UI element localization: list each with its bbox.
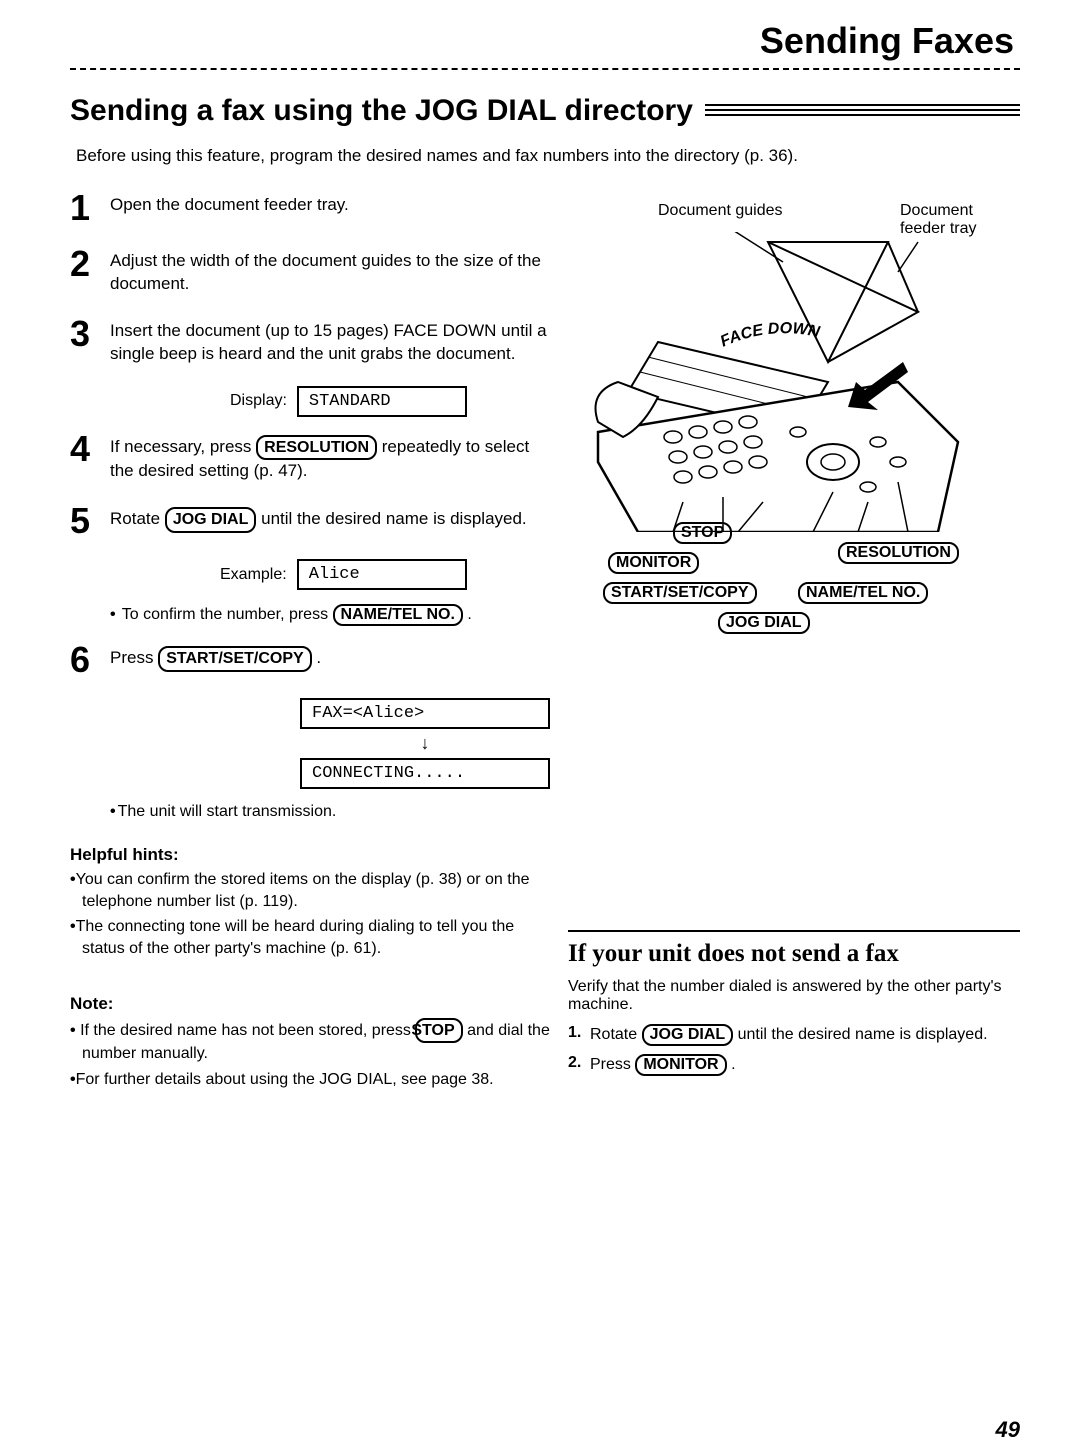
ifnot-divider	[568, 930, 1020, 932]
step-text-a: Press	[110, 648, 158, 667]
ifnot-num: 2.	[568, 1054, 590, 1076]
diagram-stop: STOP	[673, 522, 732, 544]
helpful-item: The connecting tone will be heard during…	[70, 916, 550, 959]
note-pre: If the desired name has not been stored,…	[80, 1022, 415, 1039]
fax-line2: CONNECTING.....	[300, 758, 550, 789]
step-num: 2	[70, 246, 110, 296]
step-text-b: until the desired name is displayed.	[261, 509, 527, 528]
jogdial-label: JOG DIAL	[642, 1024, 734, 1046]
diagram-name: NAME/TEL NO.	[798, 582, 928, 604]
fax-line1: FAX=<Alice>	[300, 698, 550, 729]
device-diagram: Document guides Document feeder tray FAC…	[568, 202, 1020, 622]
display-label: Display:	[230, 392, 287, 410]
step-text-b: .	[316, 648, 321, 667]
jogdial-label: JOG DIAL	[165, 507, 257, 533]
start-note: The unit will start transmission.	[110, 803, 550, 821]
ifnot-post: .	[731, 1056, 735, 1073]
diagram-jog: JOG DIAL	[718, 612, 810, 634]
ifnot-num: 1.	[568, 1024, 590, 1046]
stop-label: STOP	[415, 1018, 462, 1044]
step-num: 6	[70, 642, 110, 678]
page-subtitle: Sending a fax using the JOG DIAL directo…	[70, 94, 693, 128]
confirm-row: To confirm the number, press NAME/TEL NO…	[110, 604, 550, 626]
step-text: Rotate JOG DIAL until the desired name i…	[110, 503, 527, 539]
page-number: 49	[996, 1417, 1020, 1443]
ifnot-post: until the desired name is displayed.	[738, 1026, 988, 1043]
note-item: For further details about using the JOG …	[70, 1069, 550, 1091]
start-label: START/SET/COPY	[158, 646, 312, 672]
diagram-resolution: RESOLUTION	[838, 542, 959, 564]
step-text: Press START/SET/COPY .	[110, 642, 321, 678]
header-title: Sending Faxes	[70, 20, 1020, 62]
confirm-pre: To confirm the number, press	[122, 606, 333, 623]
display-box: STANDARD	[297, 386, 467, 417]
note-item: If the desired name has not been stored,…	[70, 1018, 550, 1065]
example-label: Example:	[220, 566, 287, 584]
note-title: Note:	[70, 994, 550, 1014]
title-decor	[705, 104, 1020, 118]
helpful-title: Helpful hints:	[70, 845, 550, 865]
divider	[70, 68, 1020, 70]
ifnot-pre: Press	[590, 1056, 635, 1073]
ifnot-pre: Rotate	[590, 1026, 642, 1043]
confirm-post: .	[467, 606, 471, 623]
step-text-a: If necessary, press	[110, 437, 256, 456]
resolution-label: RESOLUTION	[256, 435, 377, 461]
step-text-a: Rotate	[110, 509, 165, 528]
step-num: 4	[70, 431, 110, 484]
step-num: 5	[70, 503, 110, 539]
helpful-item: You can confirm the stored items on the …	[70, 869, 550, 912]
diagram-monitor: MONITOR	[608, 552, 699, 574]
ifnot-title: If your unit does not send a fax	[568, 940, 1020, 968]
fax-illustration: FACE DOWN	[568, 232, 988, 532]
ifnot-step: Press MONITOR .	[590, 1054, 736, 1076]
intro-text: Before using this feature, program the d…	[76, 146, 1020, 166]
svg-text:FACE DOWN: FACE DOWN	[718, 320, 822, 351]
diagram-start: START/SET/COPY	[603, 582, 757, 604]
step-text: If necessary, press RESOLUTION repeatedl…	[110, 431, 550, 484]
step-num: 3	[70, 316, 110, 366]
example-box: Alice	[297, 559, 467, 590]
step-text: Adjust the width of the document guides …	[110, 246, 550, 296]
ifnot-intro: Verify that the number dialed is answere…	[568, 978, 1020, 1014]
guides-label: Document guides	[658, 202, 783, 220]
step-text: Insert the document (up to 15 pages) FAC…	[110, 316, 550, 366]
step-num: 1	[70, 190, 110, 226]
monitor-label: MONITOR	[635, 1054, 726, 1076]
ifnot-step: Rotate JOG DIAL until the desired name i…	[590, 1024, 988, 1046]
nametel-label: NAME/TEL NO.	[333, 604, 463, 626]
step-text: Open the document feeder tray.	[110, 190, 349, 226]
arrow-icon: ↓	[300, 733, 550, 754]
